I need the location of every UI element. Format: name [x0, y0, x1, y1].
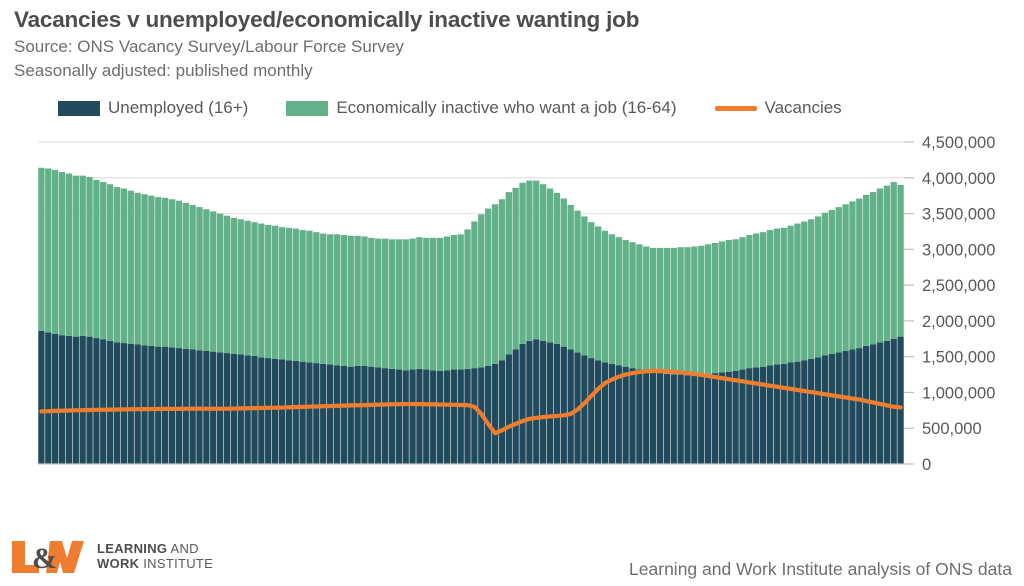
axis-ticks [38, 141, 914, 465]
y-tick-label: 1,500,000 [922, 349, 995, 367]
chart-footer: & LEARNING AND WORK INSTITUTE Learning a… [0, 534, 1024, 586]
lw-logo-line-1: LEARNING AND [97, 542, 213, 557]
grid-lines [38, 141, 904, 215]
x-tick-label: Jan 18 [263, 477, 314, 480]
lw-logo-work: WORK [97, 556, 140, 571]
x-axis-labels: Jan 15 Jan 16 Jan 17 Jan 18 Jan 19 Jan 20 Jan … [16, 477, 892, 480]
y-tick-label: 500,000 [922, 421, 982, 439]
y-tick-label: 2,500,000 [922, 277, 995, 295]
y-tick-label: 3,000,000 [922, 242, 995, 260]
page-title: Vacancies v unemployed/economically inac… [14, 7, 640, 32]
legend-label-vacancies: Vacancies [764, 98, 842, 118]
lw-logo-learning: LEARNING [97, 541, 168, 557]
y-tick-label: 1,000,000 [922, 385, 995, 403]
stacked-bar-line-chart[interactable]: 4,500,000 4,000,000 3,500,000 3,000,000 2,50… [0, 132, 1024, 480]
legend-item-vacancies[interactable]: Vacancies [714, 98, 842, 118]
legend-line-icon-vacancies [714, 105, 757, 111]
x-tick-label: Jan 24 [758, 477, 809, 480]
x-tick-label: Jan 21 [511, 477, 562, 480]
stacked-bars [38, 168, 904, 465]
x-tick-label: Jan 20 [428, 477, 479, 480]
lw-logo-and: AND [167, 541, 199, 557]
x-tick-label: Jan 16 [98, 477, 149, 480]
y-tick-label: 3,500,000 [922, 206, 995, 224]
y-tick-label: 0 [922, 456, 931, 474]
svg-text:&: & [32, 542, 57, 575]
y-tick-label: 2,000,000 [922, 313, 995, 331]
legend-label-unemployed: Unemployed (16+) [108, 98, 249, 118]
legend-swatch-icon-inactive [286, 100, 329, 116]
chart-source-line: Source: ONS Vacancy Survey/Labour Force … [14, 37, 404, 57]
chart-area: 4,500,000 4,000,000 3,500,000 3,000,000 2,50… [0, 132, 1024, 480]
chart-credit: Learning and Work Institute analysis of … [629, 559, 1012, 579]
legend-item-inactive[interactable]: Economically inactive who want a job (16… [286, 98, 677, 118]
lw-logo-text: LEARNING AND WORK INSTITUTE [97, 542, 213, 571]
lw-logo[interactable]: & LEARNING AND WORK INSTITUTE [10, 538, 213, 576]
x-tick-label: Jan 19 [346, 477, 397, 480]
x-tick-label: Jan 23 [676, 477, 727, 480]
lw-logo-institute: INSTITUTE [139, 556, 214, 571]
chart-legend: Unemployed (16+) Economically inactive w… [58, 96, 1024, 120]
x-tick-label: Jan 22 [593, 477, 644, 480]
y-axis-labels: 4,500,000 4,000,000 3,500,000 3,000,000 2,50… [922, 134, 995, 474]
x-tick-label: Jan 15 [16, 477, 67, 480]
lw-logo-line-2: WORK INSTITUTE [97, 556, 214, 572]
lw-logo-mark-icon: & [10, 538, 88, 576]
x-tick-label: Jan 17 [181, 477, 232, 480]
vacancies-line [39, 369, 903, 436]
legend-item-unemployed[interactable]: Unemployed (16+) [58, 98, 248, 118]
y-tick-label: 4,500,000 [922, 134, 995, 152]
chart-note-line: Seasonally adjusted: published monthly [14, 60, 313, 80]
x-tick-label: Jan 25 [841, 477, 892, 480]
y-tick-label: 4,000,000 [922, 170, 995, 188]
chart-header: Vacancies v unemployed/economically inac… [0, 0, 1024, 82]
legend-swatch-icon-unemployed [58, 100, 100, 116]
legend-label-inactive: Economically inactive who want a job (16… [336, 98, 677, 118]
